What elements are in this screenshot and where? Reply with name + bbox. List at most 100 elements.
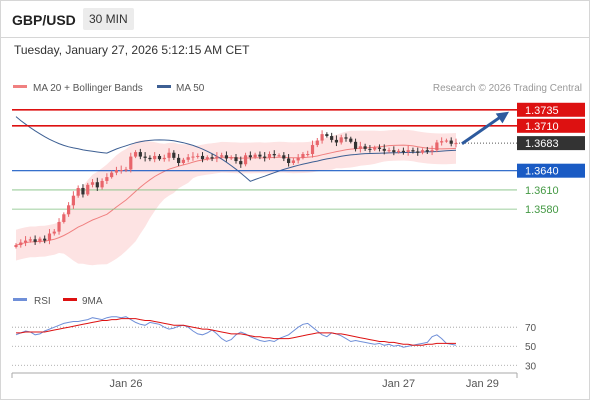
candle-body (57, 221, 61, 232)
candle-body (449, 140, 453, 144)
price-legend: MA 20 + Bollinger Bands MA 50 Research ©… (13, 83, 582, 94)
candle-body (81, 188, 85, 195)
candle-body (454, 143, 458, 145)
support-label: 1.3610 (525, 185, 559, 197)
time-tick-label: Jan 27 (382, 378, 415, 390)
candle-body (62, 214, 66, 222)
candle-body (177, 157, 181, 163)
candle-body (373, 147, 377, 150)
candle-body (172, 152, 176, 158)
copyright-text: Research © 2026 Trading Central (433, 83, 582, 94)
resistance-label: 1.3710 (525, 121, 559, 133)
candle-body (444, 140, 449, 142)
last-price-box (517, 136, 585, 151)
candle-body (86, 184, 90, 195)
candle-body (392, 150, 396, 153)
candle-body (291, 160, 295, 163)
candle-body (47, 233, 52, 241)
rsi-line (15, 316, 457, 348)
symbol-label: GBP/USD (12, 12, 76, 28)
candle-body (301, 154, 305, 158)
bollinger-band (16, 129, 456, 266)
candle-body (239, 161, 243, 165)
pivot-label-box (517, 163, 585, 178)
candle-body (267, 154, 272, 158)
candle-body (28, 239, 32, 241)
candle-body (224, 155, 229, 159)
candle-body (397, 150, 401, 153)
candle-body (196, 155, 200, 157)
rsi-tick-label: 50 (525, 342, 537, 353)
candle-body (129, 156, 133, 170)
candle-body (243, 155, 248, 165)
candle-body (334, 139, 339, 143)
last-price-label: 1.3683 (525, 138, 559, 150)
candle-body (411, 150, 415, 152)
candle-body (387, 150, 391, 152)
candle-body (133, 152, 138, 157)
rsi-tick-label: 70 (525, 323, 537, 334)
candle-body (272, 154, 276, 156)
candle-body (377, 147, 382, 149)
candle-body (157, 155, 162, 160)
candle-body (205, 157, 209, 160)
candle-body (282, 155, 286, 159)
time-tick-label: Jan 29 (466, 378, 499, 390)
candle-body (105, 177, 109, 181)
candle-body (119, 170, 123, 172)
candle-body (320, 134, 324, 141)
legend-label-rsi: RSI (34, 296, 51, 307)
candle-body (76, 188, 80, 196)
legend-label-9ma: 9MA (82, 296, 103, 307)
candle-body (353, 141, 358, 149)
candle-body (315, 140, 319, 146)
candle-body (229, 157, 233, 159)
candle-body (124, 169, 128, 171)
candle-body (167, 152, 171, 158)
candle-body (344, 137, 348, 139)
candle-body (440, 141, 444, 143)
candle-body (382, 148, 386, 151)
candle-body (310, 145, 315, 155)
rsi-plot: 70 50 30 (12, 316, 537, 372)
candle-body (52, 231, 56, 234)
candle-body (406, 150, 410, 153)
forecast-arrow-head (495, 111, 509, 124)
candle-body (114, 170, 119, 173)
support-label: 1.3580 (525, 204, 559, 216)
candle-body (277, 155, 281, 157)
rsi-legend: RSI 9MA (13, 296, 103, 307)
chart-datetime: Tuesday, January 27, 2026 5:12:15 AM CET (14, 43, 250, 57)
candle-body (23, 240, 28, 243)
candle-body (71, 195, 75, 206)
ma50-line (15, 116, 457, 182)
candle-body (220, 155, 224, 157)
candle-body (368, 148, 372, 150)
pivot-label: 1.3640 (525, 166, 559, 178)
legend-label-ma20: MA 20 + Bollinger Bands (33, 83, 143, 94)
candle-body (263, 156, 267, 158)
candle-body (253, 154, 257, 158)
candle-body (191, 156, 195, 158)
candle-body (186, 157, 190, 160)
candle-body (306, 154, 310, 156)
candle-body (43, 238, 47, 241)
candle-body (33, 239, 37, 242)
candle-body (14, 245, 18, 247)
candle-body (349, 138, 353, 142)
forecast-arrow (461, 113, 504, 145)
candle-body (200, 155, 205, 160)
timeframe-button[interactable]: 30 MIN (83, 8, 134, 30)
resistance-label-box (517, 102, 585, 117)
time-axis: Jan 26 Jan 27 Jan 29 (11, 372, 518, 390)
candle-body (401, 150, 405, 153)
candle-body (325, 134, 329, 137)
rsi-9ma-line (16, 318, 456, 346)
candle-body (358, 146, 362, 149)
resistance-label-box (517, 118, 585, 133)
candle-body (90, 182, 95, 185)
candle-body (162, 157, 166, 160)
legend-swatch-rsi (13, 298, 27, 301)
candle-body (210, 157, 214, 159)
